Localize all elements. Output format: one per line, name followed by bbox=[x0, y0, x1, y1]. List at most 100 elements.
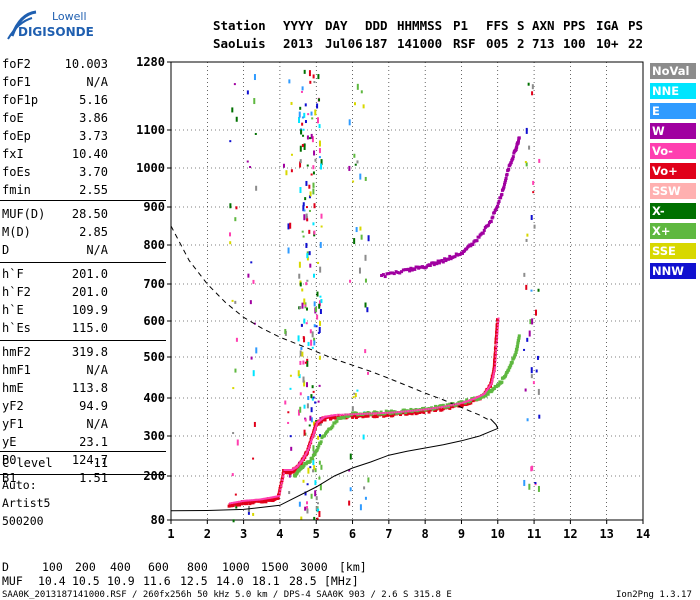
trace-point bbox=[407, 410, 409, 413]
param-value: 28.50 bbox=[71, 207, 108, 221]
param-value: 3.86 bbox=[79, 111, 108, 125]
param-value: 201.0 bbox=[71, 285, 108, 299]
trace-point bbox=[397, 410, 400, 413]
trace-point bbox=[486, 387, 489, 390]
trace-point bbox=[357, 413, 360, 416]
echo-dot bbox=[231, 299, 234, 302]
trace-point bbox=[324, 432, 328, 436]
trace-point bbox=[452, 403, 455, 406]
trace-point bbox=[453, 255, 457, 259]
echo-dot bbox=[298, 111, 301, 118]
trace-point bbox=[441, 403, 445, 407]
header-row1-cell: PPS bbox=[563, 18, 586, 33]
echo-dot bbox=[364, 176, 367, 181]
trace-point bbox=[494, 355, 497, 358]
echo-dot bbox=[530, 289, 533, 292]
trace-point bbox=[243, 499, 246, 502]
param-name: MUF(D) bbox=[2, 207, 46, 221]
trace-point bbox=[500, 192, 504, 196]
echo-dot bbox=[301, 144, 304, 148]
echo-dot bbox=[309, 80, 312, 84]
trace-point bbox=[229, 502, 232, 505]
trace-point bbox=[278, 491, 281, 494]
param-value: 113.8 bbox=[71, 381, 108, 395]
auto-program: Artist5 bbox=[2, 496, 51, 510]
echo-dot bbox=[356, 389, 359, 392]
echo-dot bbox=[307, 396, 310, 401]
param-name: h`F bbox=[2, 267, 24, 281]
trace-point bbox=[443, 405, 446, 408]
echo-dot bbox=[302, 376, 305, 383]
trace-point bbox=[471, 242, 475, 246]
echo-dot bbox=[314, 490, 317, 497]
echo-dot bbox=[366, 307, 369, 313]
echo-dot bbox=[309, 263, 312, 268]
trace-point bbox=[366, 414, 370, 418]
echo-dot bbox=[317, 331, 320, 334]
echo-dot bbox=[525, 162, 528, 167]
echo-dot bbox=[304, 304, 307, 307]
trace-point bbox=[489, 220, 493, 224]
legend-item: Vo+ bbox=[650, 163, 696, 179]
echo-dot bbox=[316, 291, 319, 297]
x-tick-label: 8 bbox=[422, 527, 429, 541]
x-tick-label: 2 bbox=[204, 527, 211, 541]
echo-dot bbox=[359, 226, 362, 231]
x-tick-label: 3 bbox=[240, 527, 247, 541]
echo-dot bbox=[310, 173, 313, 176]
trace-point bbox=[276, 495, 279, 498]
x-tick-label: 10 bbox=[491, 527, 505, 541]
echo-dot bbox=[287, 247, 290, 254]
param-value: 23.1 bbox=[79, 435, 108, 449]
echo-dot bbox=[252, 279, 255, 284]
trace-point bbox=[250, 499, 253, 502]
echo-dot bbox=[301, 302, 304, 309]
echo-dot bbox=[246, 160, 249, 163]
echo-dot bbox=[538, 414, 541, 419]
echo-dot bbox=[310, 417, 313, 423]
trace-point bbox=[383, 414, 387, 418]
trace-point bbox=[280, 477, 284, 481]
echo-dot bbox=[362, 434, 365, 440]
trace-point bbox=[260, 498, 263, 501]
trace-point bbox=[256, 498, 259, 501]
echo-dot bbox=[318, 303, 321, 309]
echo-dot bbox=[306, 508, 309, 514]
trace-point bbox=[316, 446, 320, 450]
trace-point bbox=[488, 385, 491, 388]
trace-point bbox=[323, 415, 326, 418]
echo-dot bbox=[308, 70, 311, 77]
trace-point bbox=[394, 270, 398, 274]
trace-point bbox=[497, 382, 501, 386]
trace-point bbox=[324, 415, 327, 418]
echo-dot bbox=[304, 361, 307, 364]
echo-dot bbox=[309, 191, 312, 197]
trace-point bbox=[499, 196, 503, 200]
echo-dot bbox=[315, 306, 318, 312]
echo-dot bbox=[305, 213, 308, 220]
trace-point bbox=[479, 394, 482, 397]
trace-point bbox=[496, 204, 500, 208]
trace-point bbox=[266, 497, 269, 500]
trace-point bbox=[318, 442, 322, 446]
y-tick-label: 300 bbox=[143, 429, 165, 443]
param-value: 5.16 bbox=[79, 93, 108, 107]
echo-dot bbox=[232, 519, 235, 523]
param-row: foEp 3.73 bbox=[2, 129, 162, 147]
trace-point bbox=[280, 485, 283, 488]
trace-point bbox=[495, 328, 499, 332]
trace-point bbox=[508, 366, 512, 370]
distance-value: 600 bbox=[148, 560, 169, 574]
echo-dot bbox=[317, 400, 320, 403]
trace-point bbox=[330, 425, 334, 429]
trace-point bbox=[301, 459, 304, 461]
echo-dot bbox=[229, 241, 232, 245]
echo-dot bbox=[252, 370, 255, 377]
trace-point bbox=[511, 155, 515, 159]
trace-point bbox=[319, 420, 323, 424]
x-tick-label: 7 bbox=[385, 527, 392, 541]
echo-dot bbox=[288, 491, 291, 495]
echo-dot bbox=[235, 337, 238, 342]
trace-point bbox=[388, 411, 391, 414]
param-name: yF2 bbox=[2, 399, 24, 413]
